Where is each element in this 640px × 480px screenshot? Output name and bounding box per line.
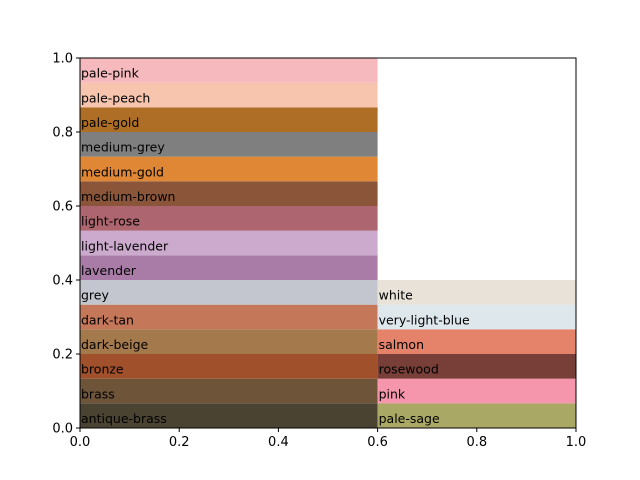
band-brass [80, 378, 378, 404]
band-light-lavender [80, 230, 378, 256]
band-label-pale-peach: pale-peach [81, 90, 150, 105]
bands-layer [80, 58, 576, 428]
band-rosewood [377, 354, 576, 379]
band-pale-sage [377, 403, 576, 428]
band-pale-gold [80, 107, 378, 132]
band-label-pale-sage: pale-sage [379, 411, 440, 426]
y-axis: 0.0 0.2 0.4 0.6 0.8 1.0 [52, 52, 80, 437]
band-label-dark-tan: dark-tan [81, 312, 134, 327]
x-tick-label: 0.4 [268, 435, 289, 450]
band-label-medium-grey: medium-grey [81, 140, 165, 155]
band-bronze [80, 354, 378, 379]
band-label-brass: brass [81, 386, 115, 401]
y-tick-label: 0.2 [52, 348, 73, 363]
band-dark-beige [80, 329, 378, 354]
band-label-white: white [379, 288, 414, 303]
band-white [377, 280, 576, 305]
band-medium-grey [80, 132, 378, 157]
band-very-light-blue [377, 304, 576, 330]
band-pale-peach [80, 82, 378, 108]
band-label-salmon: salmon [379, 337, 424, 352]
x-tick-label: 1.0 [566, 435, 587, 450]
band-label-very-light-blue: very-light-blue [379, 312, 470, 327]
band-label-grey: grey [81, 288, 109, 303]
band-lavender [80, 255, 378, 280]
band-label-antique-brass: antique-brass [81, 411, 167, 426]
band-labels-layer: antique-brass brass bronze dark-beige dark-t… [81, 66, 470, 426]
x-tick-label: 0.6 [367, 435, 388, 450]
y-tick-label: 0.6 [52, 200, 73, 215]
x-tick-label: 0.0 [70, 435, 91, 450]
band-pale-pink [80, 58, 378, 83]
band-grey [80, 280, 378, 305]
band-label-pale-gold: pale-gold [81, 115, 139, 130]
band-salmon [377, 329, 576, 354]
band-label-bronze: bronze [81, 362, 124, 377]
y-tick-label: 0.8 [52, 126, 73, 141]
x-axis: 0.0 0.2 0.4 0.6 0.8 1.0 [70, 428, 587, 450]
band-label-pale-pink: pale-pink [81, 66, 140, 81]
plot-frame [79, 57, 577, 429]
band-medium-brown [80, 181, 378, 206]
band-medium-gold [80, 156, 378, 182]
x-tick-label: 0.2 [169, 435, 190, 450]
band-label-pink: pink [379, 386, 406, 401]
band-pink [377, 378, 576, 404]
band-label-light-rose: light-rose [81, 214, 140, 229]
band-light-rose [80, 206, 378, 231]
y-tick-label: 1.0 [52, 52, 73, 67]
band-label-medium-brown: medium-brown [81, 189, 175, 204]
band-dark-tan [80, 304, 378, 330]
band-label-lavender: lavender [81, 263, 137, 278]
band-label-dark-beige: dark-beige [81, 337, 149, 352]
band-label-medium-gold: medium-gold [81, 164, 164, 179]
x-tick-label: 0.8 [466, 435, 487, 450]
y-tick-label: 0.4 [52, 274, 73, 289]
band-antique-brass [80, 403, 378, 428]
band-label-light-lavender: light-lavender [81, 238, 169, 253]
band-label-rosewood: rosewood [379, 362, 439, 377]
y-tick-label: 0.0 [52, 422, 73, 437]
